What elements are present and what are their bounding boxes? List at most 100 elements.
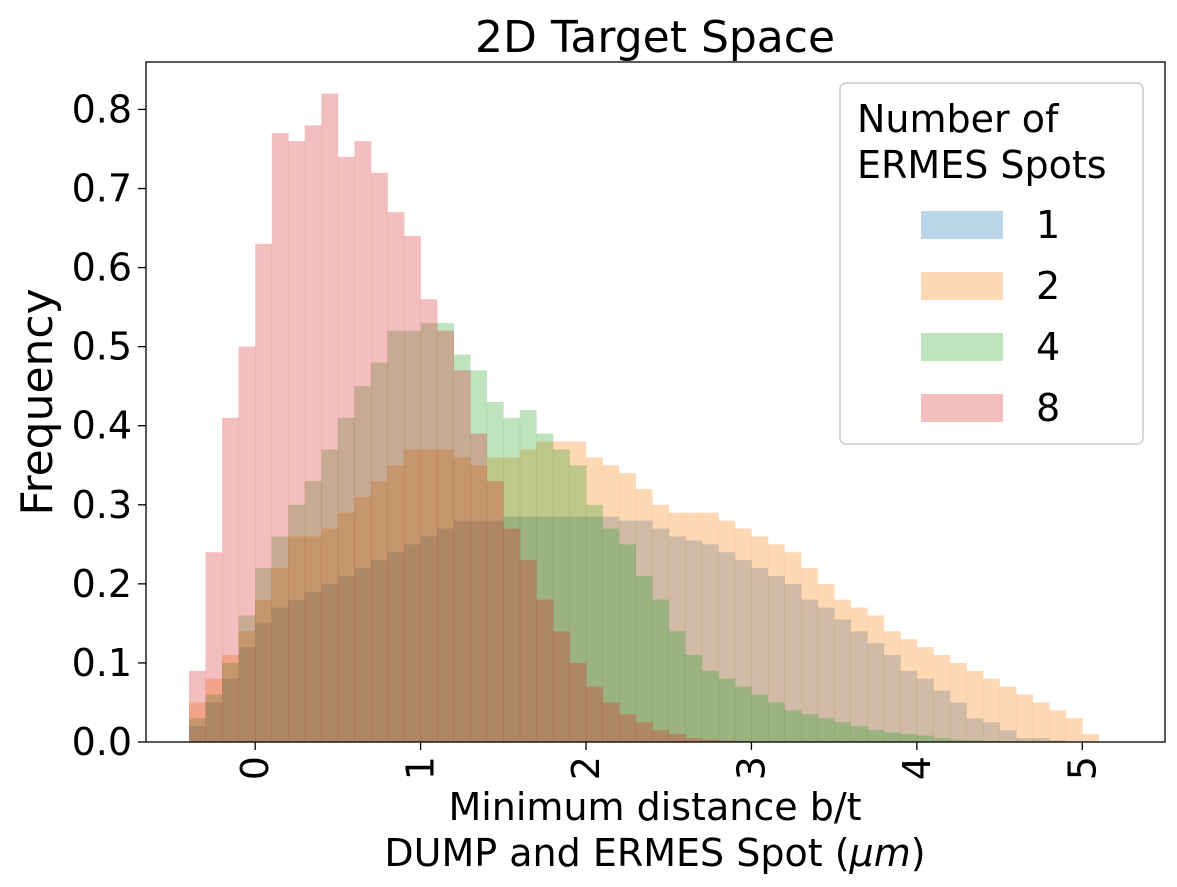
- bar-series-2: [817, 583, 835, 742]
- bar-series-1: [519, 516, 537, 742]
- bar-series-4: [718, 678, 736, 742]
- bar-series-4: [288, 504, 306, 742]
- legend-label-4: 4: [1036, 325, 1060, 369]
- bar-series-2: [288, 536, 306, 742]
- bar-series-8: [619, 714, 636, 742]
- bar-series-1: [354, 568, 372, 742]
- legend-title-line1: Number of: [857, 97, 1060, 141]
- y-tick-label: 0.0: [72, 720, 132, 764]
- bar-series-4: [701, 670, 719, 742]
- y-tick-label: 0.8: [72, 87, 132, 131]
- bar-series-1: [701, 544, 719, 742]
- bar-series-4: [503, 417, 521, 742]
- bar-series-1: [668, 536, 686, 742]
- bar-series-1: [619, 520, 636, 742]
- bar-series-2: [503, 457, 521, 742]
- bar-series-1: [337, 575, 355, 742]
- bar-series-1: [420, 536, 438, 742]
- bar-series-4: [734, 686, 752, 742]
- bar-series-2: [453, 457, 471, 742]
- bar-series-2: [189, 702, 206, 742]
- bar-series-8: [569, 662, 587, 742]
- bar-series-2: [1016, 694, 1033, 742]
- bar-series-2: [635, 488, 653, 742]
- bar-series-1: [470, 520, 488, 742]
- y-tick-label: 0.3: [72, 483, 132, 527]
- bar-series-1: [1032, 738, 1050, 742]
- bar-series-2: [271, 568, 289, 742]
- bar-series-4: [784, 710, 802, 742]
- bar-series-8: [420, 299, 438, 742]
- legend-label-8: 8: [1036, 386, 1060, 430]
- bar-series-2: [337, 512, 355, 742]
- bar-series-4: [586, 504, 603, 742]
- bar-series-8: [602, 702, 620, 742]
- bar-series-8: [271, 133, 289, 742]
- y-tick-label: 0.5: [72, 325, 132, 369]
- bar-series-4: [189, 718, 206, 742]
- x-tick-label: 4: [895, 756, 939, 780]
- bar-series-1: [602, 516, 620, 742]
- bar-series-4: [238, 615, 256, 742]
- bar-series-1: [900, 670, 918, 742]
- bar-series-8: [486, 481, 504, 742]
- bar-series-2: [916, 647, 934, 742]
- bar-series-4: [817, 718, 835, 742]
- bar-series-8: [519, 560, 537, 742]
- bar-series-1: [370, 560, 388, 742]
- bar-series-8: [238, 346, 256, 742]
- bar-series-1: [205, 702, 223, 742]
- bar-series-8: [652, 730, 670, 742]
- bar-series-2: [486, 457, 504, 742]
- bar-series-8: [337, 156, 355, 742]
- bar-series-2: [767, 544, 785, 742]
- legend-swatch-8: [921, 394, 1003, 422]
- bar-series-2: [321, 528, 339, 742]
- bar-series-2: [519, 449, 537, 742]
- bar-series-1: [933, 690, 951, 742]
- bar-series-2: [933, 655, 951, 742]
- bar-series-1: [801, 599, 818, 742]
- bar-series-8: [685, 738, 703, 742]
- bar-series-4: [552, 449, 570, 742]
- bar-series-4: [801, 714, 818, 742]
- bar-series-8: [552, 631, 570, 742]
- bar-series-1: [983, 722, 1000, 742]
- bar-series-2: [1032, 702, 1050, 742]
- bar-series-1: [238, 647, 256, 742]
- bar-series-4: [536, 433, 554, 742]
- x-tick-label: 5: [1060, 756, 1104, 780]
- bar-series-2: [999, 686, 1017, 742]
- bar-series-4: [767, 702, 785, 742]
- bar-series-2: [536, 441, 554, 742]
- bar-series-4: [304, 481, 322, 742]
- bar-series-1: [834, 619, 851, 742]
- bar-series-1: [883, 655, 901, 742]
- bar-series-2: [784, 552, 802, 742]
- bar-series-8: [586, 686, 603, 742]
- bar-series-1: [784, 583, 802, 742]
- bar-series-4: [519, 409, 537, 742]
- legend-entries: 1 2 4 8: [921, 203, 1060, 430]
- bar-series-2: [404, 449, 421, 742]
- bar-series-4: [966, 740, 984, 742]
- bar-series-4: [420, 322, 438, 742]
- bar-series-4: [602, 528, 620, 742]
- bar-series-2: [668, 512, 686, 742]
- legend-swatch-4: [921, 333, 1003, 361]
- bar-series-8: [370, 172, 388, 742]
- legend-swatch-2: [921, 272, 1003, 300]
- bar-series-2: [966, 670, 984, 742]
- x-axis-label-unit: μm: [849, 831, 911, 875]
- series-8-group: [189, 93, 752, 743]
- bar-series-2: [387, 465, 405, 742]
- x-tick-label: 3: [729, 756, 773, 780]
- bar-series-2: [751, 536, 769, 742]
- bar-series-2: [1049, 710, 1067, 742]
- bar-series-2: [883, 631, 901, 742]
- bar-series-2: [983, 678, 1000, 742]
- x-axis-label-prefix: DUMP and ERMES Spot (: [384, 831, 849, 875]
- bar-series-1: [949, 702, 967, 742]
- bar-series-2: [586, 457, 603, 742]
- bar-series-1: [404, 544, 421, 742]
